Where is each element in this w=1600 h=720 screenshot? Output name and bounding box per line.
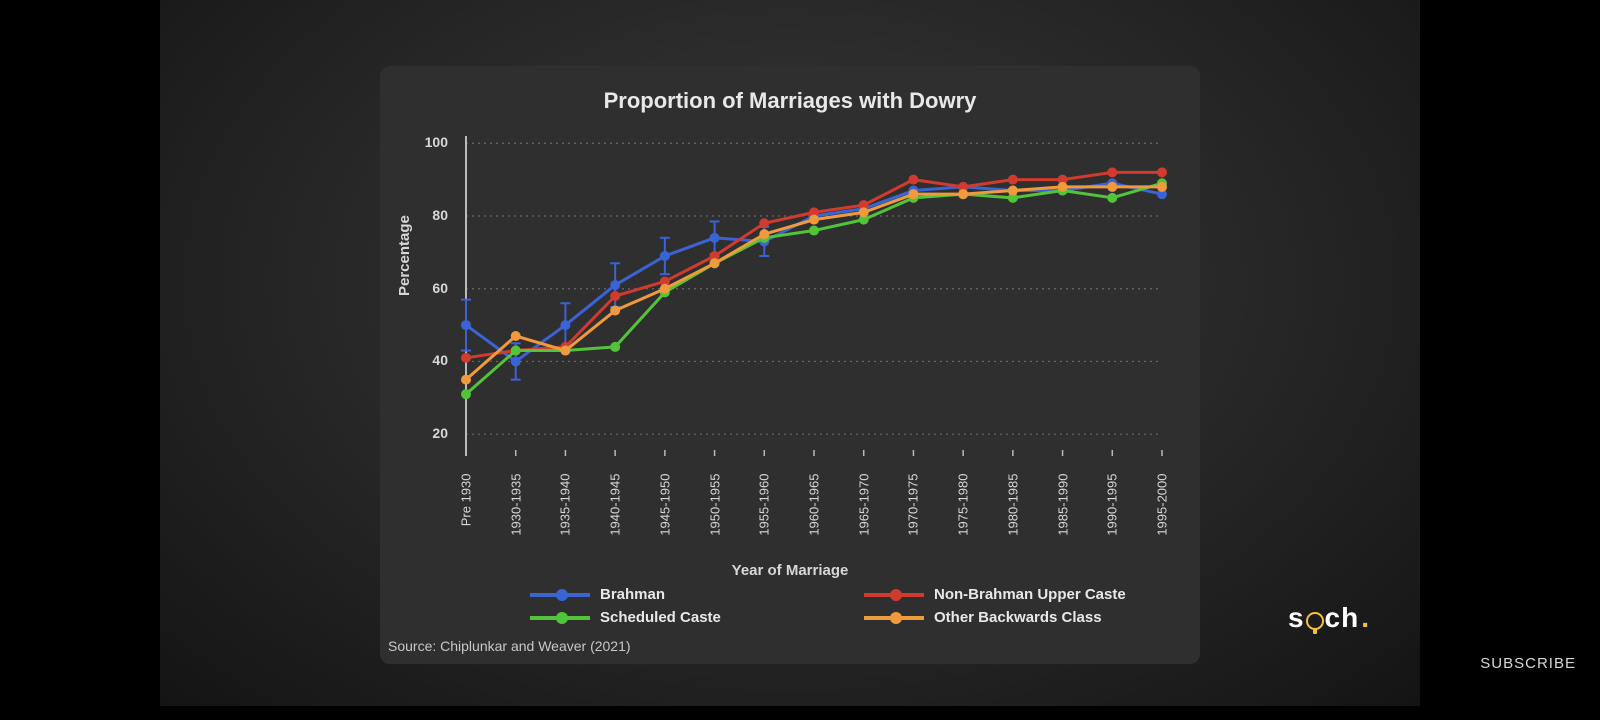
y-tick-label: 80: [414, 207, 448, 223]
legend-label: Non-Brahman Upper Caste: [934, 586, 1126, 603]
chart-plot: [456, 136, 1172, 456]
legend-swatch: [864, 593, 924, 597]
brand-text-s: s: [1288, 602, 1305, 634]
x-tick-label: 1945-1950: [657, 474, 672, 564]
legend-item: Scheduled Caste: [530, 609, 856, 626]
x-axis-label: Year of Marriage: [380, 562, 1200, 579]
brand-dot: .: [1361, 602, 1370, 634]
x-tick-label: 1985-1990: [1055, 474, 1070, 564]
legend-swatch: [864, 616, 924, 620]
x-tick-label: Pre 1930: [459, 474, 474, 564]
x-tick-label: 1930-1935: [508, 474, 523, 564]
x-tick-label: 1975-1980: [956, 474, 971, 564]
y-axis-label: Percentage: [396, 215, 413, 296]
legend-swatch: [530, 593, 590, 597]
legend-label: Scheduled Caste: [600, 609, 721, 626]
x-tick-label: 1955-1960: [757, 474, 772, 564]
x-tick-label: 1995-2000: [1155, 474, 1170, 564]
lightbulb-icon: [1306, 612, 1324, 630]
chart-legend: Brahman Non-Brahman Upper Caste Scheduled …: [530, 586, 1190, 626]
y-tick-label: 20: [414, 425, 448, 441]
x-tick-label: 1960-1965: [807, 474, 822, 564]
brand-logo: s ch .: [1288, 602, 1370, 634]
chart-title: Proportion of Marriages with Dowry: [380, 88, 1200, 114]
x-tick-label: 1980-1985: [1005, 474, 1020, 564]
video-content-area: Proportion of Marriages with Dowry Perce…: [160, 0, 1420, 706]
brand-text-ch: ch: [1325, 602, 1360, 634]
y-tick-label: 100: [414, 134, 448, 150]
y-tick-label: 60: [414, 280, 448, 296]
chart-card: Proportion of Marriages with Dowry Perce…: [380, 66, 1200, 664]
x-tick-label: 1935-1940: [558, 474, 573, 564]
legend-label: Brahman: [600, 586, 665, 603]
x-tick-label: 1965-1970: [856, 474, 871, 564]
x-tick-label: 1950-1955: [707, 474, 722, 564]
legend-item: Non-Brahman Upper Caste: [864, 586, 1190, 603]
chart-source: Source: Chiplunkar and Weaver (2021): [388, 638, 631, 654]
y-tick-label: 40: [414, 352, 448, 368]
x-tick-label: 1940-1945: [608, 474, 623, 564]
x-tick-label: 1970-1975: [906, 474, 921, 564]
legend-label: Other Backwards Class: [934, 609, 1102, 626]
letterbox-frame: Proportion of Marriages with Dowry Perce…: [0, 0, 1600, 720]
subscribe-button[interactable]: SUBSCRIBE: [1480, 655, 1576, 672]
legend-item: Other Backwards Class: [864, 609, 1190, 626]
legend-item: Brahman: [530, 586, 856, 603]
x-tick-label: 1990-1995: [1105, 474, 1120, 564]
legend-swatch: [530, 616, 590, 620]
